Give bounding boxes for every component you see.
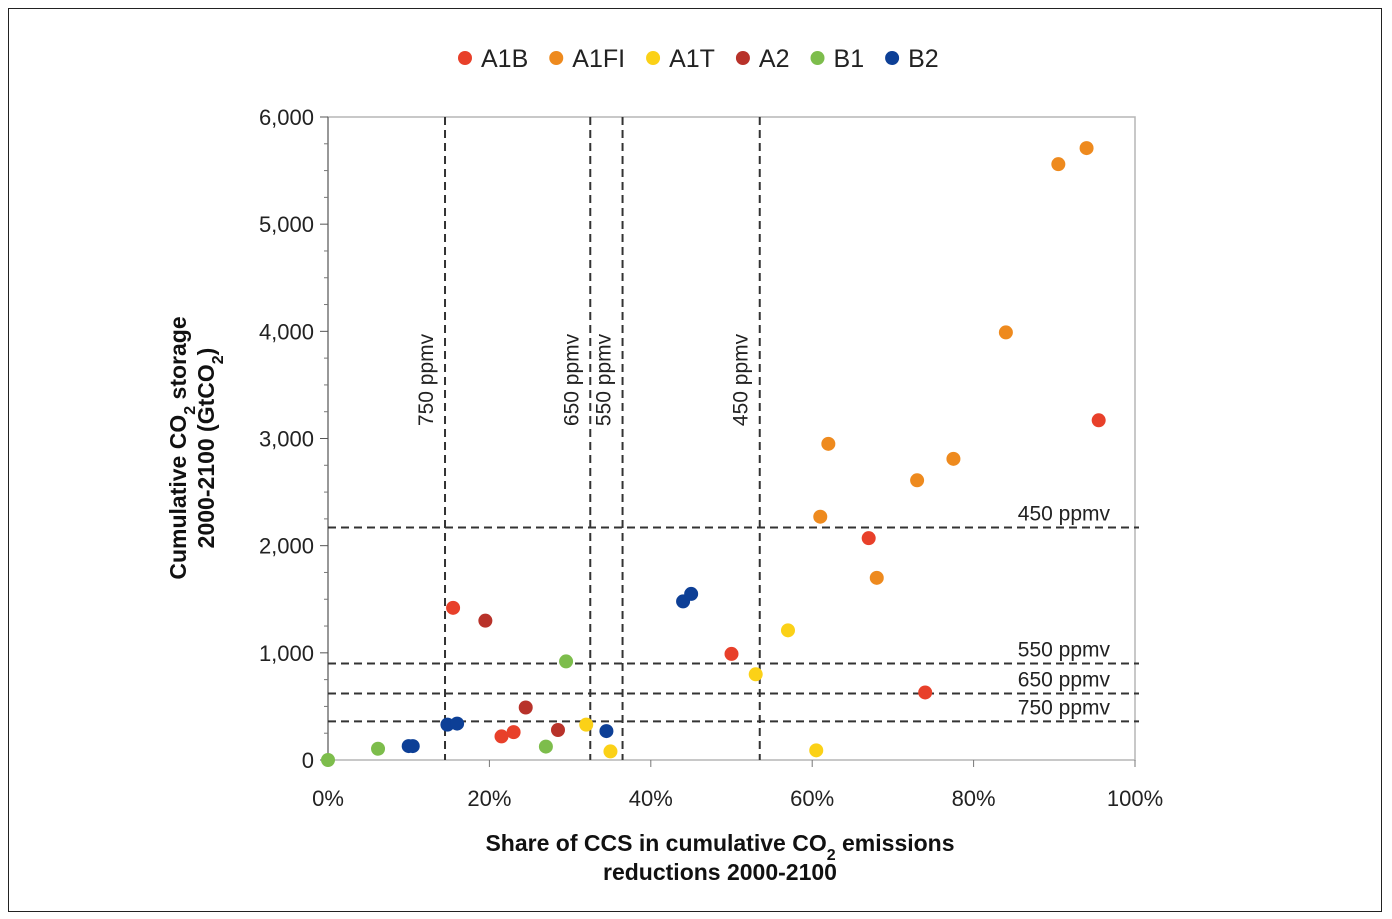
vertical-ref-label: 550 ppmv [593, 333, 616, 426]
point-b2 [405, 739, 420, 754]
point-a1b [506, 725, 521, 740]
legend-marker-a1fi [549, 51, 564, 65]
point-a1b [446, 600, 461, 615]
point-a1b [861, 531, 876, 546]
point-b1 [321, 753, 335, 767]
y-tick-label: 2,000 [259, 534, 314, 559]
legend-label-a2: A2 [759, 45, 790, 73]
y-tick-label: 1,000 [259, 641, 314, 666]
point-b2 [450, 716, 465, 731]
legend-marker-a1b [458, 51, 472, 65]
point-a1fi [813, 509, 828, 524]
x-tick-label: 80% [952, 786, 996, 811]
x-tick-label: 100% [1107, 786, 1163, 811]
point-b2 [599, 724, 614, 739]
legend-marker-b1 [810, 51, 825, 65]
point-a1fi [1079, 141, 1094, 156]
point-a1fi [910, 473, 925, 488]
horizontal-ref-label: 550 ppmv [1018, 639, 1111, 662]
point-a1b [494, 729, 509, 744]
vertical-ref-label: 450 ppmv [730, 333, 753, 426]
y-tick-label: 0 [302, 748, 314, 773]
x-tick-label: 40% [629, 786, 673, 811]
legend-label-b1: B1 [834, 45, 865, 73]
data-points [321, 141, 1106, 767]
x-tick-label: 20% [467, 786, 511, 811]
y-tick-label: 3,000 [259, 427, 314, 452]
point-a2 [478, 613, 493, 628]
point-a1b [724, 646, 739, 661]
reference-lines: 750 ppmv 650 ppmv 550 ppmv 450 ppmv 450 ppmv… [328, 117, 1139, 760]
point-a1t [809, 743, 824, 758]
point-b1 [538, 739, 553, 754]
x-tick-label: 0% [312, 786, 344, 811]
legend-marker-b2 [885, 51, 900, 65]
point-a1fi [946, 451, 961, 466]
y-axis: 0 1,000 2,000 3,000 4,000 5,000 6,000 [259, 105, 328, 773]
point-a1b [918, 685, 933, 700]
point-a1t [579, 717, 594, 732]
figure-frame [8, 8, 1382, 912]
point-a2 [518, 700, 533, 715]
point-a1fi [821, 436, 836, 451]
horizontal-ref-label: 450 ppmv [1018, 502, 1111, 525]
point-a1fi [998, 325, 1013, 340]
point-b1 [559, 654, 574, 669]
legend-label-a1t: A1T [669, 45, 715, 73]
legend-marker-a2 [735, 51, 750, 65]
horizontal-ref-label: 650 ppmv [1018, 669, 1111, 692]
point-a1t [603, 744, 618, 759]
y-tick-label: 4,000 [259, 319, 314, 344]
y-axis-title: Cumulative CO2 storage [165, 316, 199, 579]
point-a1fi [1051, 157, 1066, 172]
point-a1b [1091, 413, 1106, 428]
x-axis-title-line2: reductions 2000-2100 [603, 859, 837, 885]
y-tick-label: 6,000 [259, 105, 314, 130]
legend-label-a1b: A1B [481, 45, 528, 73]
point-a2 [550, 722, 565, 737]
point-b1 [371, 741, 386, 756]
legend-label-a1fi: A1FI [572, 45, 625, 73]
legend: A1B A1FI A1T A2 B1 B2 [458, 45, 939, 73]
legend-marker-a1t [646, 51, 661, 65]
horizontal-ref-label: 750 ppmv [1018, 696, 1111, 719]
point-b2 [684, 586, 699, 601]
legend-label-b2: B2 [908, 45, 939, 73]
point-a1t [780, 623, 795, 638]
x-tick-label: 60% [790, 786, 834, 811]
x-axis: 0% 20% 40% 60% 80% 100% [312, 760, 1163, 811]
point-a1fi [869, 570, 884, 585]
vertical-ref-label: 750 ppmv [415, 333, 438, 426]
vertical-ref-label: 650 ppmv [560, 333, 583, 426]
x-axis-title: Share of CCS in cumulative CO2 emissions [485, 830, 954, 864]
point-a1t [748, 667, 763, 682]
y-tick-label: 5,000 [259, 212, 314, 237]
y-axis-title-line2: 2000-2100 (GtCO2) [193, 348, 227, 549]
